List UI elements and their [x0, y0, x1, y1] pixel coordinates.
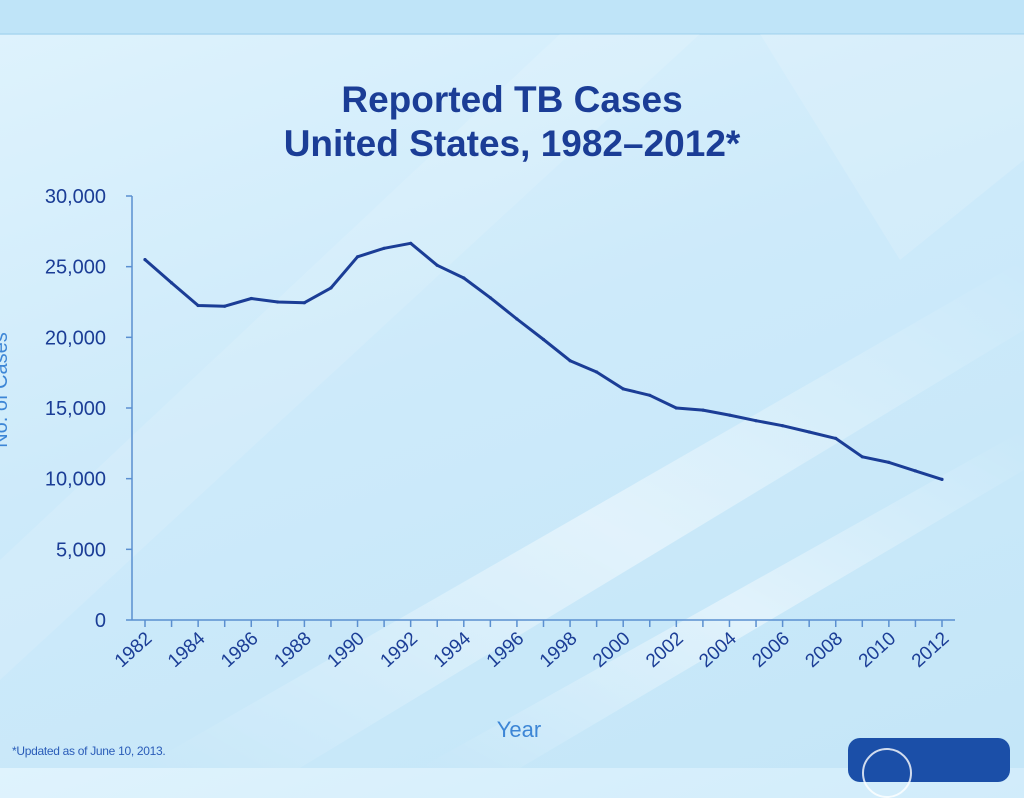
data-point	[754, 419, 758, 423]
y-tick-label: 0	[95, 610, 106, 632]
y-axis-label: No. of Cases	[0, 332, 12, 448]
line-chart: 0 5,000 10,000 15,000 20,000 25,000 30,000 1982…	[0, 0, 1024, 768]
data-point	[409, 241, 413, 245]
data-point	[435, 263, 439, 267]
logo-ring-icon	[862, 748, 912, 798]
y-tick-label: 20,000	[45, 327, 106, 349]
data-point	[249, 296, 253, 301]
x-tick-label: 1984	[164, 628, 210, 672]
agency-logo-badge	[848, 738, 1010, 798]
data-point	[834, 436, 838, 440]
x-tick-label: 2012	[908, 628, 953, 672]
data-point	[223, 304, 227, 308]
data-point	[913, 469, 918, 473]
x-tick-label: 1982	[111, 628, 156, 672]
data-point	[302, 301, 306, 305]
x-tick-label: 1986	[217, 628, 262, 672]
x-tick-label: 2006	[748, 628, 793, 672]
data-point	[382, 246, 386, 250]
chart-footnote: *Updated as of June 10, 2013.	[12, 744, 166, 758]
x-tick-label: 1998	[536, 628, 581, 672]
chart-title-line2: United States, 1982–2012*	[283, 123, 741, 164]
y-tick-label: 30,000	[45, 186, 106, 208]
y-tick-label: 25,000	[45, 257, 106, 279]
data-point	[595, 370, 599, 374]
data-point	[170, 281, 174, 285]
x-tick-label: 2010	[855, 628, 900, 672]
data-point	[276, 300, 280, 304]
data-point	[515, 317, 519, 321]
data-point	[541, 337, 546, 342]
data-point	[143, 258, 147, 262]
x-tick-label: 2008	[802, 628, 847, 672]
data-point	[355, 255, 360, 259]
data-point	[807, 430, 811, 434]
data-point	[621, 387, 625, 391]
y-tick-label: 10,000	[45, 469, 106, 491]
data-point	[462, 276, 466, 280]
background-decor	[0, 0, 1024, 768]
data-point	[940, 477, 944, 481]
data-point	[674, 406, 678, 410]
data-point	[329, 286, 333, 290]
data-point	[727, 413, 732, 417]
data-point	[887, 460, 891, 464]
y-tick-label: 15,000	[45, 398, 106, 420]
data-point	[701, 408, 705, 412]
data-point	[781, 424, 785, 428]
data-point	[568, 359, 572, 363]
chart-series	[143, 241, 944, 481]
data-point	[860, 455, 864, 459]
x-axis-label: Year	[497, 717, 541, 742]
x-tick-label: 1988	[270, 628, 315, 672]
y-tick-label: 5,000	[56, 539, 106, 561]
data-point	[196, 303, 200, 308]
data-point	[648, 393, 652, 397]
data-point	[488, 296, 492, 300]
chart-title-line1: Reported TB Cases	[341, 79, 683, 120]
